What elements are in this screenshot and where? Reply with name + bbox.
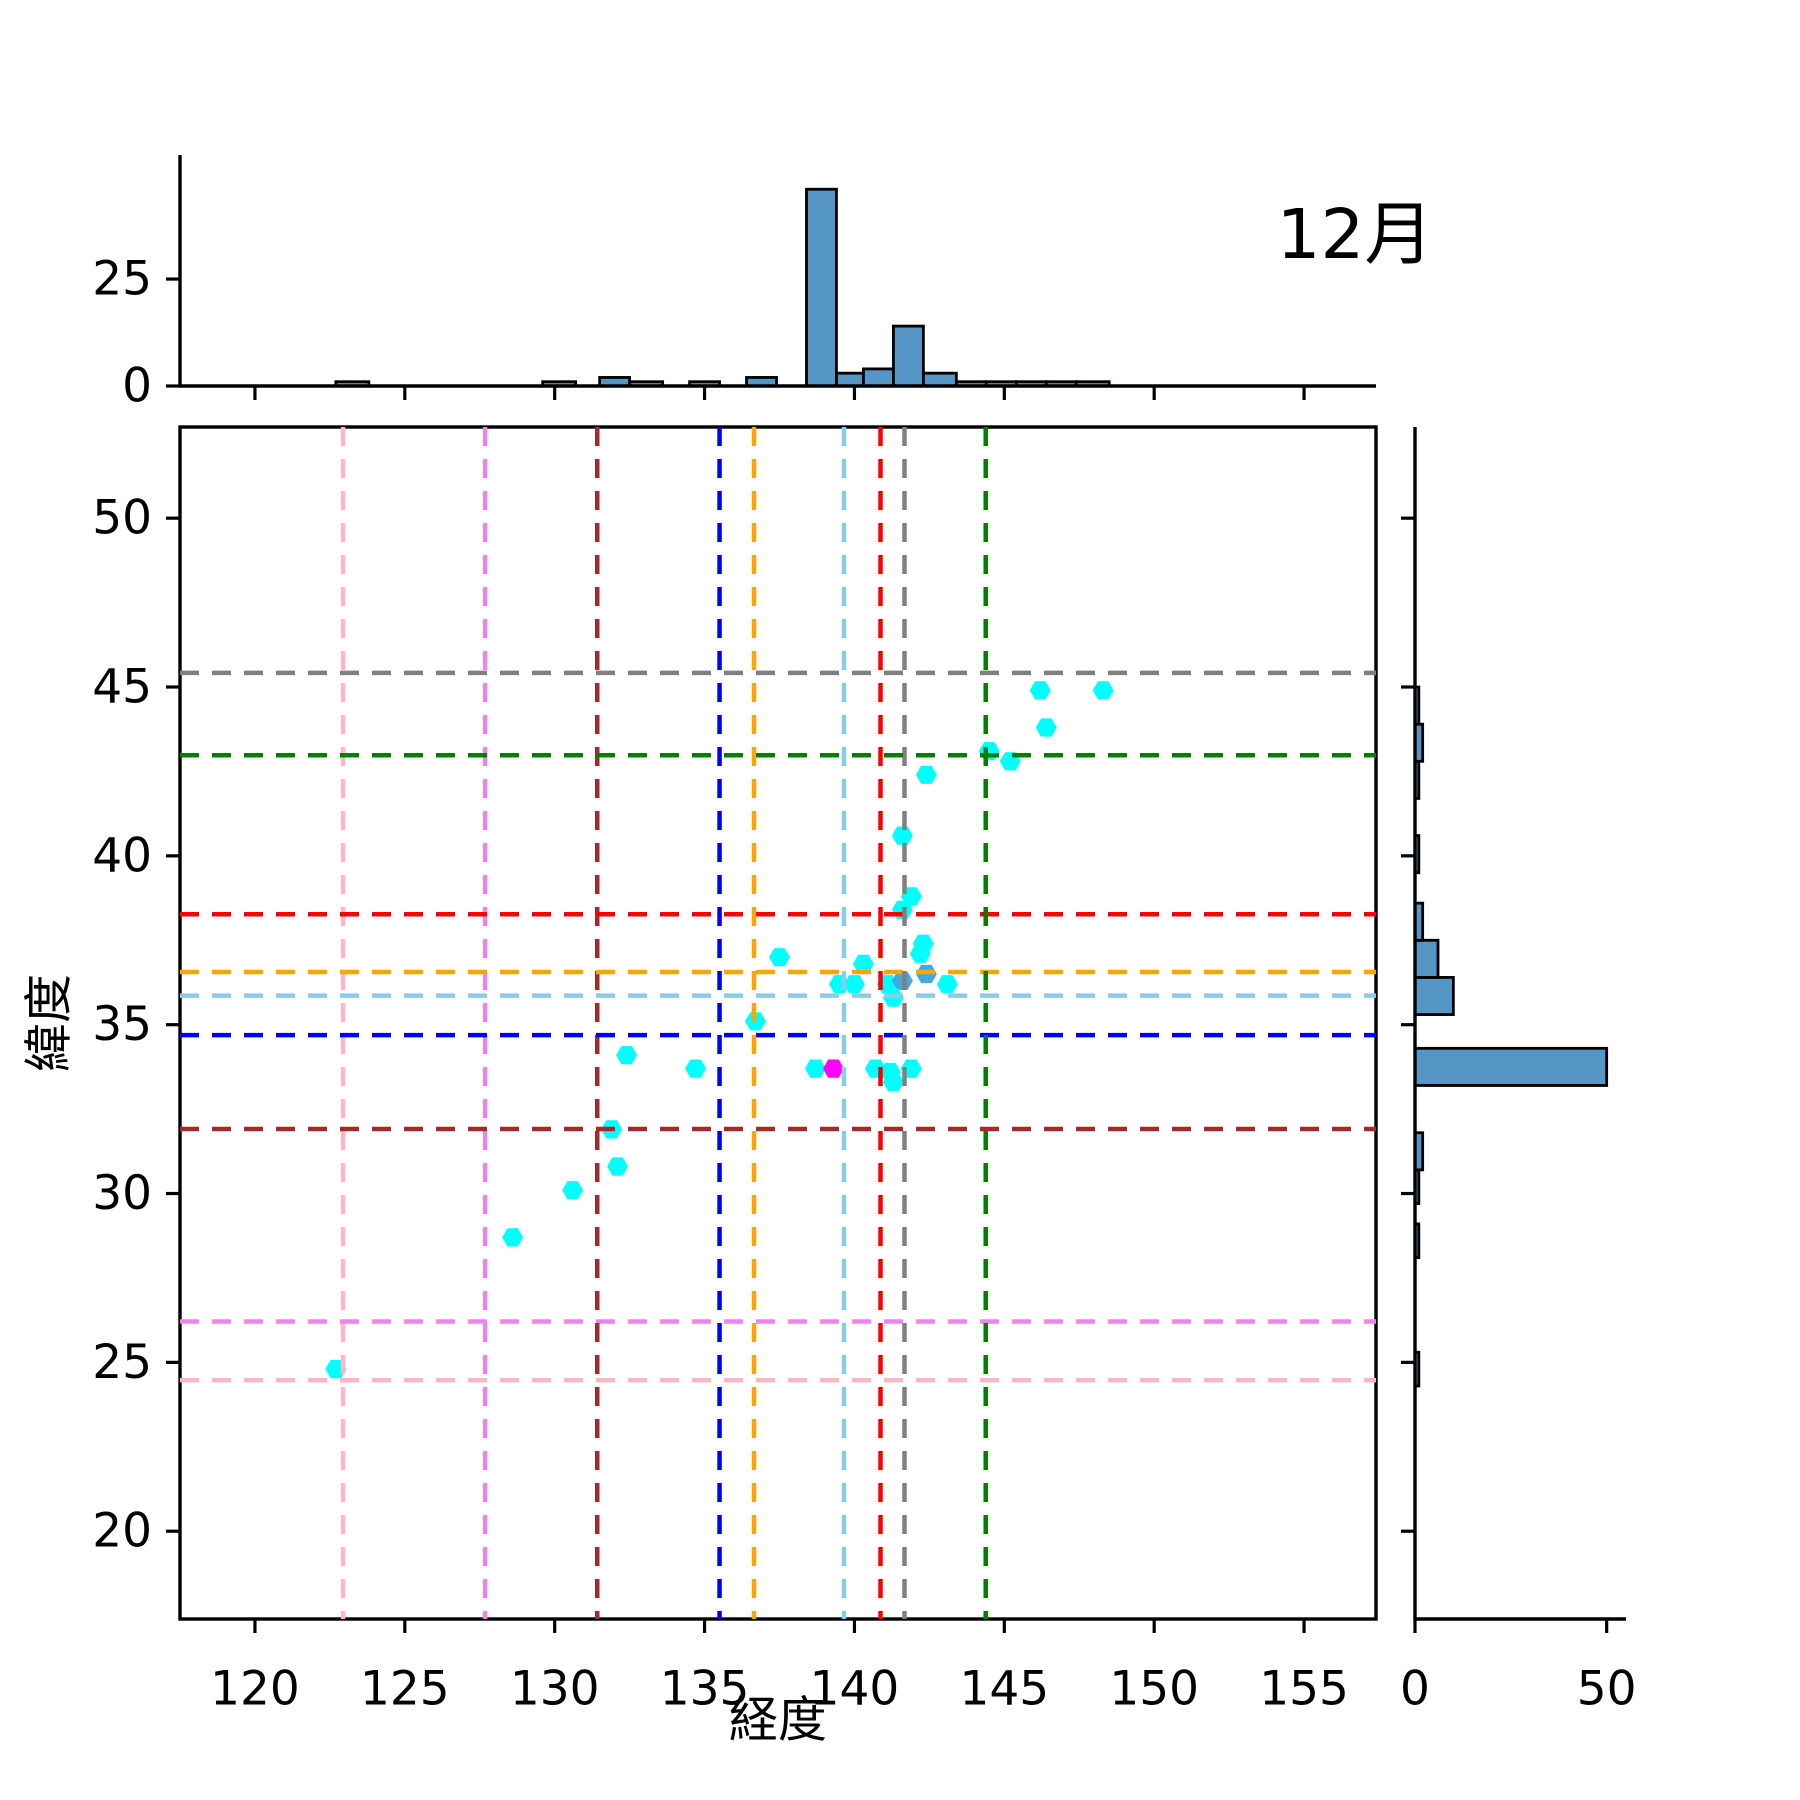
scatter-point	[1029, 681, 1051, 700]
scatter-point	[685, 1059, 707, 1078]
y-tick-label: 30	[92, 1166, 152, 1221]
scatter-point	[891, 826, 913, 845]
right-hist-spines	[1413, 427, 1626, 1621]
scatter-point	[915, 765, 937, 784]
top-hist-count-label: 0	[122, 359, 152, 414]
y-tick-label: 40	[92, 828, 152, 883]
top-histogram-bar	[835, 371, 865, 388]
scatter-point	[852, 954, 874, 973]
top-histogram-bar	[862, 367, 895, 388]
scatter-point	[769, 948, 790, 967]
y-axis-label: 緯度	[20, 973, 78, 1073]
right-hist-count-label: 0	[1400, 1662, 1430, 1717]
x-tick-label: 155	[1259, 1662, 1349, 1717]
x-tick-label: 130	[510, 1662, 600, 1717]
top-hist-count-label: 25	[92, 252, 152, 307]
scatter-point	[502, 1228, 524, 1247]
top-histogram-bar	[805, 187, 838, 388]
highlighted-scatter-point	[823, 1059, 844, 1078]
right-histogram-bar	[1413, 938, 1440, 979]
scatter-point	[978, 742, 1000, 761]
top-histogram-bar	[892, 324, 925, 388]
y-tick-label: 35	[92, 997, 152, 1052]
y-tick-label: 45	[92, 660, 152, 715]
scatter-point	[843, 975, 865, 994]
scatter-point	[936, 975, 958, 994]
top-histogram-bar	[921, 371, 958, 388]
scatter-point	[562, 1181, 584, 1200]
x-tick-label: 135	[660, 1662, 750, 1717]
scatter-point	[1092, 681, 1114, 700]
right-histogram-bar	[1413, 1046, 1609, 1087]
y-tick-label: 50	[92, 491, 152, 546]
scatter-point	[1035, 718, 1057, 737]
x-axis-label: 経度	[728, 1691, 828, 1749]
x-tick-label: 150	[1109, 1662, 1199, 1717]
scatter-point	[882, 1073, 904, 1092]
main-axes-frame	[178, 425, 1378, 1621]
top-hist-spines	[178, 155, 1376, 388]
y-tick-label: 20	[92, 1504, 152, 1559]
x-tick-label: 145	[959, 1662, 1049, 1717]
scatter-point	[616, 1046, 638, 1065]
right-histogram-bar	[1413, 976, 1455, 1016]
scatter-point	[912, 934, 934, 953]
x-tick-label: 125	[360, 1662, 450, 1717]
scatter-point	[607, 1157, 629, 1176]
x-tick-label: 120	[210, 1662, 300, 1717]
right-hist-count-label: 50	[1577, 1662, 1637, 1717]
x-tick-label: 140	[810, 1662, 900, 1717]
y-tick-label: 25	[92, 1335, 152, 1390]
chart-title: 12月	[1276, 195, 1434, 275]
scatter-point	[805, 1059, 826, 1078]
